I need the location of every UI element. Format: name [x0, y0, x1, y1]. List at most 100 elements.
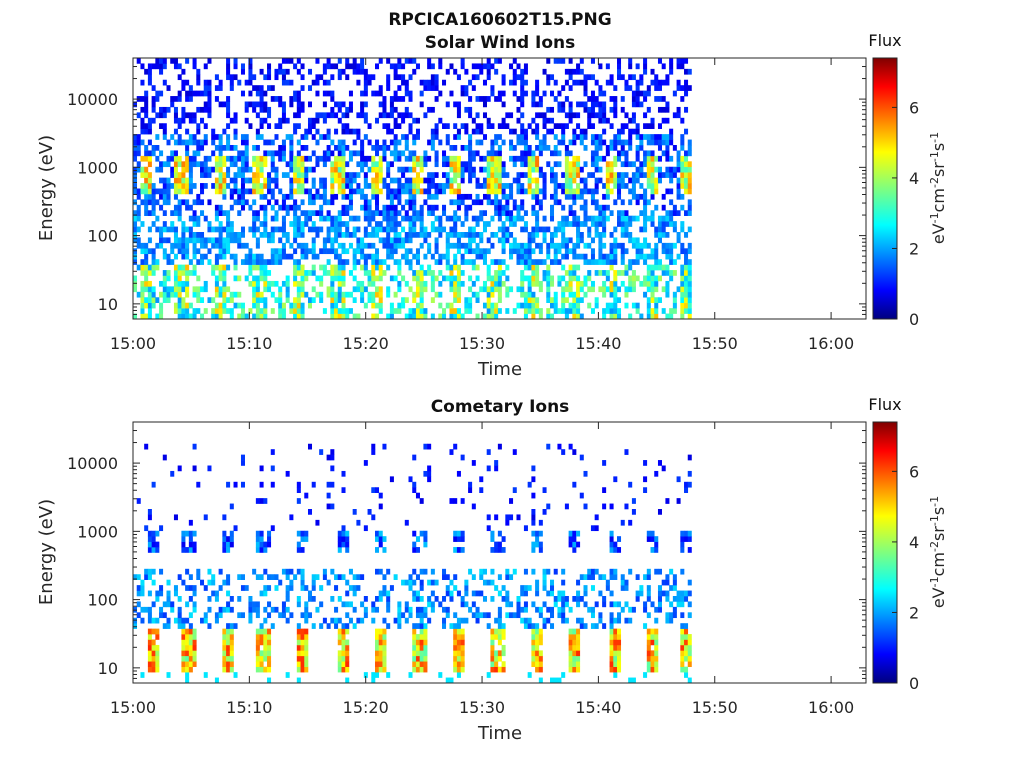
- heatmap-cell: [330, 63, 335, 70]
- heatmap-cell: [535, 221, 540, 227]
- heatmap-cell: [244, 101, 249, 108]
- heatmap-cell: [375, 145, 380, 151]
- heatmap-cell: [397, 280, 402, 287]
- heatmap-cell: [620, 270, 625, 276]
- heatmap-cell: [203, 134, 208, 140]
- heatmap-cell: [546, 275, 551, 282]
- heatmap-cell: [255, 628, 260, 635]
- heatmap-cell: [222, 275, 227, 282]
- heatmap-cell: [661, 270, 666, 276]
- heatmap-cell: [263, 275, 268, 282]
- heatmap-cell: [408, 74, 413, 81]
- heatmap-cell: [222, 661, 227, 667]
- heatmap-cell: [468, 286, 473, 293]
- heatmap-cell: [442, 204, 447, 211]
- heatmap-cell: [572, 193, 577, 200]
- heatmap-cell: [181, 617, 186, 624]
- heatmap-cell: [248, 177, 253, 184]
- heatmap-cell: [248, 68, 253, 75]
- heatmap-cell: [315, 574, 320, 580]
- heatmap-cell: [561, 204, 566, 211]
- plot-frame-cometary: [132, 421, 867, 684]
- heatmap-cell: [531, 509, 536, 515]
- heatmap-cell: [173, 183, 178, 189]
- heatmap-cell: [188, 661, 193, 667]
- heatmap-cell: [486, 68, 491, 75]
- heatmap-cell: [319, 585, 324, 591]
- heatmap-cell: [568, 541, 573, 548]
- heatmap-cell: [341, 628, 346, 635]
- heatmap-cell: [654, 264, 659, 271]
- heatmap-cell: [159, 242, 164, 249]
- heatmap-cell: [211, 150, 216, 157]
- heatmap-cell: [188, 232, 193, 238]
- heatmap-cell: [281, 280, 286, 287]
- heatmap-cell: [602, 313, 607, 320]
- heatmap-cell: [147, 650, 152, 657]
- heatmap-cell: [322, 617, 327, 624]
- heatmap-cell: [602, 270, 607, 276]
- heatmap-cell: [617, 601, 622, 608]
- heatmap-cell: [460, 628, 465, 635]
- heatmap-cell: [300, 166, 305, 173]
- heatmap-cell: [453, 259, 458, 265]
- heatmap-cell: [382, 644, 387, 651]
- heatmap-cell: [613, 313, 618, 320]
- heatmap-cell: [151, 106, 156, 113]
- heatmap-cell: [535, 530, 540, 537]
- heatmap-cell: [218, 134, 223, 140]
- heatmap-cell: [613, 237, 618, 244]
- heatmap-cell: [408, 579, 413, 586]
- heatmap-cell: [430, 193, 435, 200]
- heatmap-cell: [628, 280, 633, 287]
- heatmap-cell: [229, 232, 234, 238]
- heatmap-cell: [594, 232, 599, 238]
- heatmap-cell: [226, 68, 231, 75]
- heatmap-cell: [419, 101, 424, 108]
- heatmap-cell: [646, 270, 651, 276]
- heatmap-cell: [605, 188, 610, 195]
- heatmap-cell: [546, 606, 551, 613]
- heatmap-cell: [166, 85, 171, 91]
- heatmap-cell: [192, 443, 197, 450]
- heatmap-cell: [378, 666, 383, 673]
- heatmap-cell: [140, 117, 145, 124]
- heatmap-cell: [296, 481, 301, 488]
- heatmap-cell: [233, 155, 238, 162]
- heatmap-cell: [590, 585, 595, 591]
- heatmap-cell: [300, 221, 305, 227]
- heatmap-cell: [226, 541, 231, 548]
- heatmap-cell: [494, 188, 499, 195]
- heatmap-cell: [226, 661, 231, 667]
- heatmap-cell: [631, 183, 636, 189]
- heatmap-cell: [293, 155, 298, 162]
- heatmap-cell: [464, 248, 469, 255]
- heatmap-cell: [382, 215, 387, 222]
- heatmap-cell: [408, 90, 413, 97]
- heatmap-cell: [482, 166, 487, 173]
- heatmap-cell: [151, 655, 156, 662]
- heatmap-cell: [334, 313, 339, 320]
- heatmap-cell: [434, 79, 439, 86]
- heatmap-cell: [639, 101, 644, 108]
- heatmap-cell: [229, 237, 234, 244]
- heatmap-cell: [538, 199, 543, 206]
- heatmap-cell: [579, 134, 584, 140]
- heatmap-cell: [490, 161, 495, 168]
- heatmap-cell: [620, 139, 625, 146]
- heatmap-cell: [300, 210, 305, 216]
- heatmap-cell: [657, 509, 662, 515]
- heatmap-cell: [550, 215, 555, 222]
- heatmap-cell: [620, 226, 625, 233]
- heatmap-cell: [363, 302, 368, 309]
- heatmap-cell: [326, 150, 331, 157]
- heatmap-cell: [687, 286, 692, 293]
- heatmap-cell: [151, 601, 156, 608]
- heatmap-cell: [672, 90, 677, 97]
- heatmap-cell: [296, 487, 301, 493]
- heatmap-cell: [471, 172, 476, 178]
- heatmap-cell: [147, 280, 152, 287]
- heatmap-cell: [300, 536, 305, 542]
- heatmap-cell: [185, 270, 190, 276]
- heatmap-cell: [661, 193, 666, 200]
